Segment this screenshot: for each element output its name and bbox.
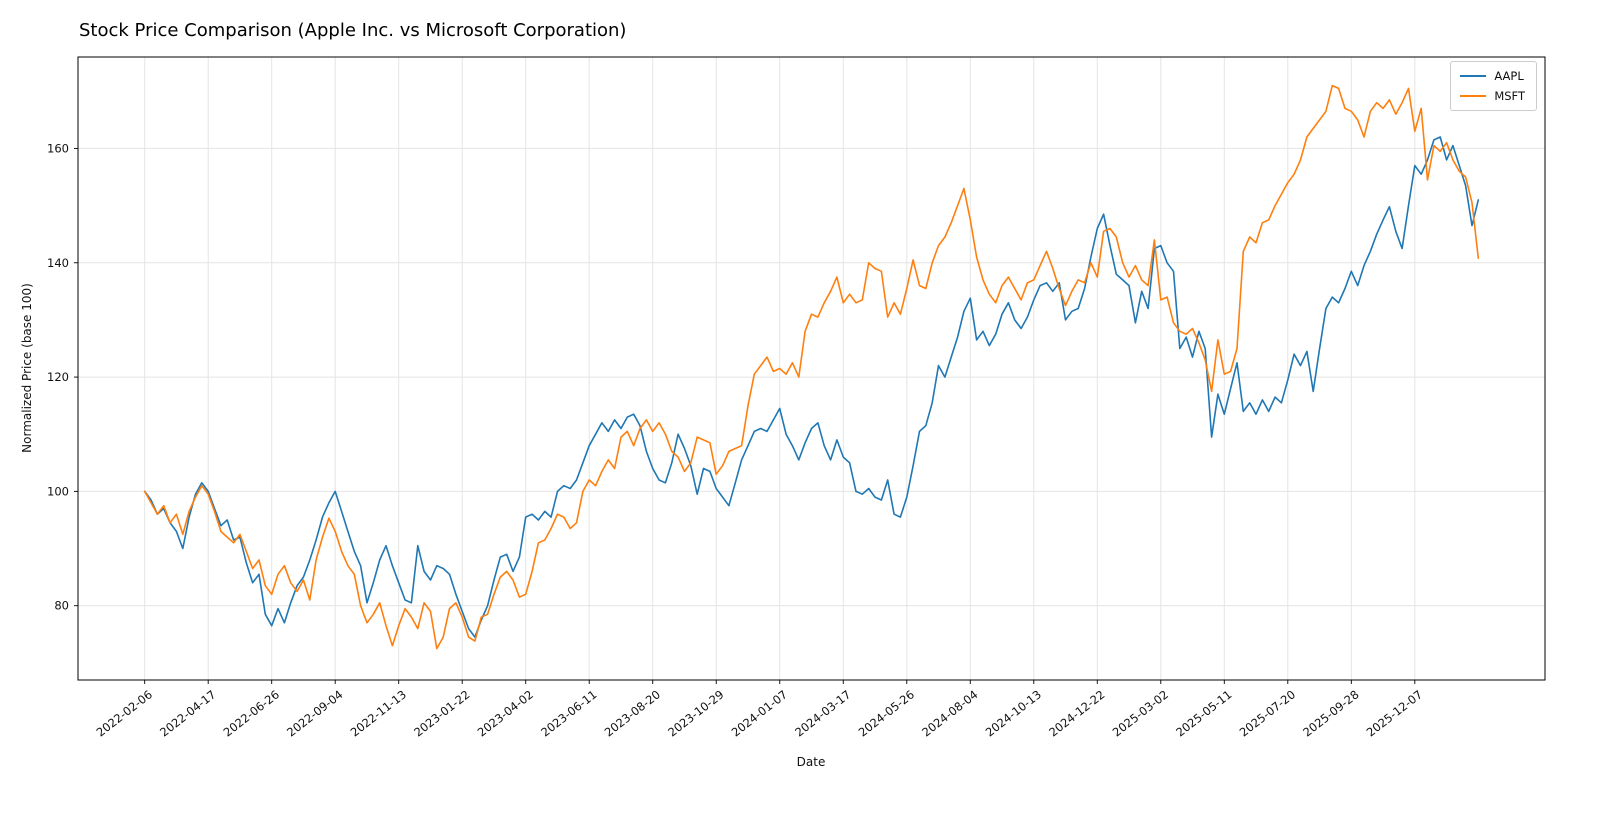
- svg-text:80: 80: [54, 599, 69, 613]
- svg-text:2024-05-26: 2024-05-26: [856, 687, 917, 739]
- aapl-line: [143, 136, 1480, 638]
- svg-text:2025-09-28: 2025-09-28: [1300, 687, 1361, 739]
- svg-text:2025-12-07: 2025-12-07: [1364, 687, 1425, 739]
- svg-text:2022-04-17: 2022-04-17: [157, 687, 218, 739]
- y-axis-label: Normalized Price (base 100): [20, 283, 34, 453]
- svg-text:100: 100: [47, 484, 69, 498]
- legend-item-aapl: AAPL: [1460, 69, 1525, 83]
- msft-line: [143, 84, 1480, 650]
- svg-text:2023-04-02: 2023-04-02: [475, 687, 536, 739]
- legend-item-msft: MSFT: [1460, 89, 1525, 103]
- y-tick-labels: 80 100 120 140 160: [47, 141, 78, 613]
- msft-line-swatch: [1460, 95, 1487, 97]
- svg-text:2023-01-22: 2023-01-22: [411, 687, 472, 739]
- svg-text:2025-05-11: 2025-05-11: [1173, 687, 1234, 739]
- svg-text:2022-11-13: 2022-11-13: [348, 687, 409, 739]
- legend-label-aapl: AAPL: [1494, 69, 1524, 83]
- svg-text:2022-06-26: 2022-06-26: [221, 687, 282, 739]
- gridlines: [78, 57, 1545, 680]
- svg-text:120: 120: [47, 370, 69, 384]
- svg-text:2022-02-06: 2022-02-06: [94, 687, 155, 739]
- svg-text:140: 140: [47, 256, 69, 270]
- svg-text:2025-03-02: 2025-03-02: [1110, 687, 1171, 739]
- plot-border: [77, 56, 1546, 681]
- svg-text:2024-10-13: 2024-10-13: [983, 687, 1044, 739]
- svg-text:2023-08-20: 2023-08-20: [602, 687, 663, 739]
- aapl-line-swatch: [1460, 75, 1487, 77]
- chart-title: Stock Price Comparison (Apple Inc. vs Mi…: [79, 20, 627, 41]
- svg-text:2023-06-11: 2023-06-11: [538, 687, 599, 739]
- x-tick-labels: 2022-02-06 2022-04-17 2022-06-26 2022-09-04…: [94, 680, 1425, 739]
- svg-text:2023-10-29: 2023-10-29: [665, 687, 726, 739]
- svg-text:2024-12-22: 2024-12-22: [1046, 687, 1107, 739]
- svg-text:2022-09-04: 2022-09-04: [284, 687, 345, 739]
- svg-text:2025-07-20: 2025-07-20: [1237, 687, 1298, 739]
- svg-text:160: 160: [47, 141, 69, 155]
- x-axis-label: Date: [796, 755, 826, 769]
- svg-text:2024-03-17: 2024-03-17: [792, 687, 853, 739]
- legend-label-msft: MSFT: [1494, 89, 1525, 103]
- legend: AAPL MSFT: [1450, 61, 1537, 111]
- svg-text:2024-01-07: 2024-01-07: [729, 687, 790, 739]
- svg-text:2024-08-04: 2024-08-04: [919, 687, 980, 739]
